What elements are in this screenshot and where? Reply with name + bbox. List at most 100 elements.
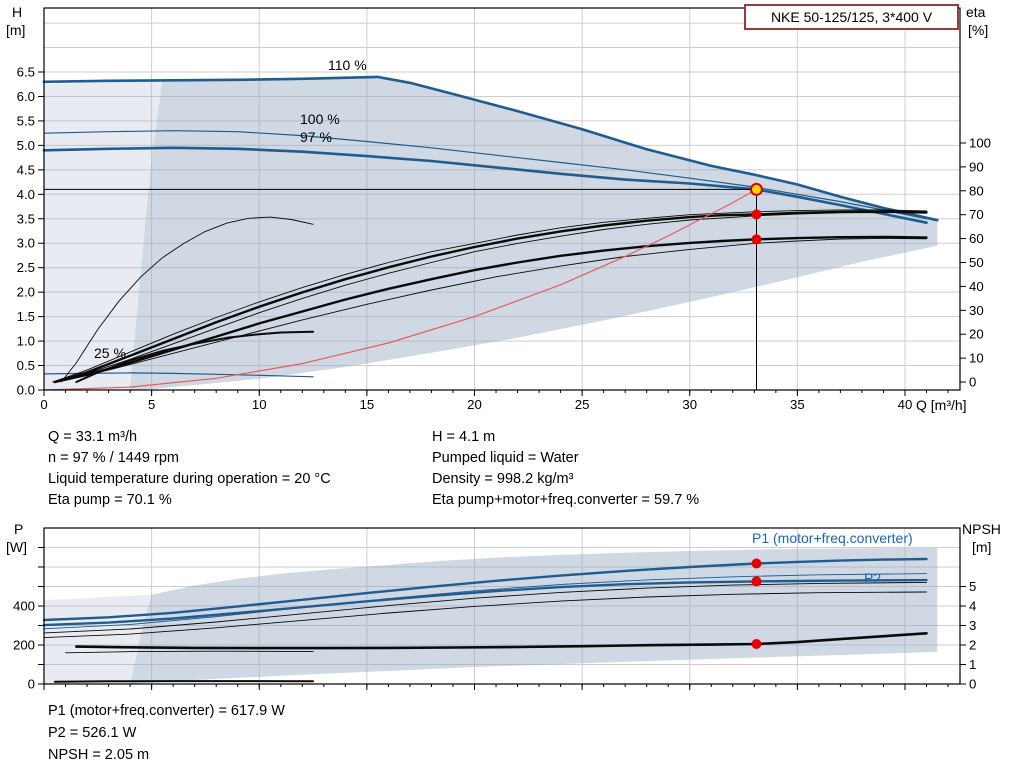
- right-tick-label: 0: [969, 375, 976, 390]
- left-tick-label: 200: [13, 638, 35, 653]
- duty-point-marker: [749, 182, 763, 196]
- right-tick-label: 5: [969, 579, 976, 594]
- right-tick-label: 100: [969, 136, 991, 151]
- npsh-dot: [751, 639, 762, 650]
- q-axis-title: Q [m³/h]: [916, 397, 967, 413]
- x-tick-label: 5: [148, 397, 155, 412]
- left-tick-label: 2.0: [17, 285, 35, 300]
- left-tick-label: 0: [28, 677, 35, 692]
- left-tick-label: 1.0: [17, 334, 35, 349]
- right-tick-label: 50: [969, 255, 984, 270]
- p-axis-unit: [W]: [6, 539, 27, 555]
- info-npsh: NPSH = 2.05 m: [48, 747, 150, 763]
- x-tick-label: 25: [575, 397, 590, 412]
- pump-model-box: NKE 50-125/125, 3*400 V: [744, 4, 959, 30]
- info-n: n = 97 % / 1449 rpm: [48, 450, 179, 466]
- right-tick-label: 2: [969, 638, 976, 653]
- eta-axis-unit: [%]: [968, 22, 989, 38]
- right-tick-label: 10: [969, 351, 984, 366]
- eta-pump-alt-curve-1: [52, 209, 927, 383]
- right-tick-label: 30: [969, 303, 984, 318]
- right-tick-label: 1: [969, 657, 976, 672]
- p1-dot: [751, 558, 762, 569]
- p2-curve: [42, 578, 928, 627]
- left-tick-label: 0.0: [17, 383, 35, 398]
- speed-100-curve: [43, 130, 928, 220]
- right-tick-label: 80: [969, 183, 984, 198]
- x-tick-label: 35: [790, 397, 805, 412]
- h-axis-title: H: [12, 4, 23, 20]
- left-tick-label: 400: [13, 599, 35, 614]
- npsh-axis-unit: [m]: [972, 539, 992, 555]
- operating-envelope-light: [44, 79, 163, 391]
- duty-info-column-1: Q = 33.1 m³/h n = 97 % / 1449 rpm Liquid…: [48, 427, 331, 511]
- duty-info-column-2: H = 4.1 m Pumped liquid = Water Density …: [432, 427, 699, 511]
- p-alt-curve-2: [43, 581, 927, 634]
- npsh-curve: [75, 631, 928, 650]
- x-tick-label: 40: [898, 397, 913, 412]
- right-tick-label: 3: [969, 618, 976, 633]
- x-tick-label: 10: [252, 397, 267, 412]
- info-eta-pump: Eta pump = 70.1 %: [48, 492, 172, 508]
- eta-low-speed-curve: [60, 216, 314, 383]
- left-tick-label: 4.5: [17, 162, 35, 177]
- eta-total-alt-curve: [54, 237, 927, 383]
- left-tick-label: 4.0: [17, 187, 35, 202]
- x-tick-label: 30: [682, 397, 697, 412]
- p2-curve-label: P2: [864, 570, 882, 586]
- x-tick-label: 0: [40, 397, 47, 412]
- x-tick-label: 15: [360, 397, 375, 412]
- info-density: Density = 998.2 kg/m³: [432, 471, 574, 487]
- system-curve: [43, 188, 758, 391]
- speed-100-label: 100 %: [300, 111, 340, 127]
- right-tick-label: 90: [969, 159, 984, 174]
- right-tick-label: 4: [969, 599, 976, 614]
- left-tick-label: 5.5: [17, 113, 35, 128]
- eta-total-dot: [751, 234, 762, 245]
- left-tick-label: 6.5: [17, 65, 35, 80]
- operating-envelope: [130, 76, 938, 391]
- info-eta-total: Eta pump+motor+freq.converter = 59.7 %: [432, 492, 700, 508]
- speed-97-curve: [42, 146, 928, 224]
- info-p2: P2 = 526.1 W: [48, 725, 137, 741]
- right-tick-label: 70: [969, 207, 984, 222]
- left-tick-label: 5.0: [17, 138, 35, 153]
- x-tick-label: 20: [467, 397, 482, 412]
- eta-axis-title: eta: [966, 4, 986, 20]
- left-tick-label: 3.0: [17, 236, 35, 251]
- h-axis-unit: [m]: [6, 22, 26, 38]
- info-q: Q = 33.1 m³/h: [48, 429, 138, 445]
- npsh-axis-title: NPSH: [962, 521, 1001, 537]
- speed-110-curve: [42, 75, 939, 222]
- eta-pump-curve: [53, 210, 928, 384]
- right-tick-label: 20: [969, 327, 984, 342]
- info-liquid-temp: Liquid temperature during operation = 20…: [48, 471, 331, 487]
- p-low-speed-curve-2: [65, 650, 314, 654]
- eta-low-speed-total-curve: [75, 330, 315, 383]
- p1-curve: [42, 557, 928, 622]
- power-envelope: [130, 547, 938, 684]
- speed-97-label: 97 %: [300, 129, 332, 145]
- p-low-speed-curve: [53, 680, 315, 683]
- speed-25-label: 25 %: [94, 345, 126, 361]
- info-pumped-liquid: Pumped liquid = Water: [432, 450, 579, 466]
- right-tick-label: 40: [969, 279, 984, 294]
- info-p1: P1 (motor+freq.converter) = 617.9 W: [48, 703, 285, 719]
- left-tick-label: 2.5: [17, 260, 35, 275]
- eta-pump-dot: [751, 209, 762, 220]
- right-tick-label: 60: [969, 231, 984, 246]
- p-alt-curve-3: [43, 591, 927, 639]
- left-tick-label: 6.0: [17, 89, 35, 104]
- left-tick-label: 3.5: [17, 211, 35, 226]
- plot-frame: [43, 7, 961, 391]
- p1-curve-label: P1 (motor+freq.converter): [752, 530, 913, 546]
- right-tick-label: 0: [969, 677, 976, 692]
- left-tick-label: 1.5: [17, 309, 35, 324]
- p2-dot: [751, 576, 762, 587]
- p-axis-title: P: [14, 521, 24, 537]
- pump-model-title: NKE 50-125/125, 3*400 V: [770, 9, 933, 25]
- left-tick-label: 0.5: [17, 358, 35, 373]
- info-h: H = 4.1 m: [432, 429, 496, 445]
